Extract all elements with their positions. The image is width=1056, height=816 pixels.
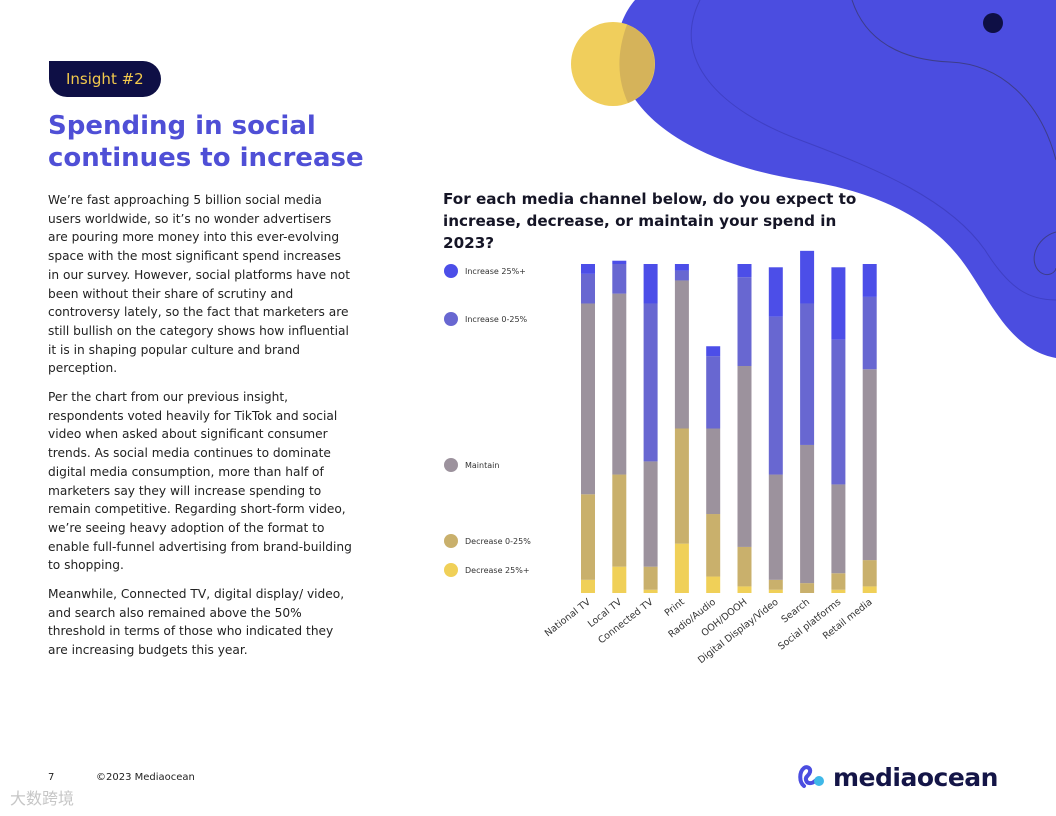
legend-item: Decrease 0-25% — [444, 534, 531, 548]
bar-segment — [768, 316, 783, 475]
bar-segment — [581, 273, 595, 304]
bar-segment — [831, 484, 846, 574]
bar-segment — [674, 543, 689, 593]
bar-segment — [737, 264, 752, 278]
bar-segment — [706, 576, 721, 593]
bar-segment — [862, 369, 877, 561]
copyright: ©2023 Mediaocean — [96, 772, 195, 783]
bar-segment — [800, 303, 815, 445]
legend-label: Decrease 0-25% — [465, 537, 531, 546]
legend-item: Increase 25%+ — [444, 264, 526, 278]
title-line: Spending in social — [48, 111, 316, 141]
bar-segment — [581, 303, 595, 495]
bar-segment — [612, 293, 627, 475]
bar-segment — [581, 264, 595, 274]
bar-segment — [768, 589, 783, 593]
bar-segment — [612, 566, 627, 593]
bar-segment — [737, 586, 752, 593]
legend-swatch — [444, 458, 458, 472]
bar-segment — [800, 444, 815, 584]
bar-segment — [768, 579, 783, 590]
outline-curve-shape-3 — [1033, 231, 1056, 275]
bar-segment — [643, 566, 658, 590]
bar-segment — [737, 546, 752, 587]
x-tick-label: National TV — [543, 596, 593, 639]
legend-swatch — [444, 563, 458, 577]
mediaocean-logo-icon — [798, 765, 824, 788]
bar-segment — [643, 589, 658, 593]
bar-segment — [612, 264, 627, 294]
bar-segment — [706, 346, 721, 357]
bar-segment — [831, 573, 846, 590]
blue-blob-shape — [617, 0, 1056, 358]
bar-segment — [862, 560, 877, 587]
stacked-bar-chart: Increase 25%+ Increase 0-25% Maintain Decre… — [444, 250, 877, 666]
title-line: continues to increase — [48, 143, 364, 173]
paragraph: Meanwhile, Connected TV, digital display… — [48, 587, 345, 658]
bar-segment — [643, 264, 658, 304]
chart-title: For each media channel below, do you exp… — [443, 190, 857, 252]
bar-segment — [862, 264, 877, 297]
legend-item: Maintain — [444, 458, 499, 472]
bar-segment — [674, 280, 689, 429]
mediaocean-logo: mediaocean — [798, 760, 998, 794]
bar-segment — [581, 494, 595, 580]
bar-segment — [800, 250, 815, 304]
bar-segment — [706, 356, 721, 429]
bar-segment — [800, 583, 815, 593]
legend-label: Maintain — [465, 461, 499, 470]
page-number: 7 — [48, 772, 55, 783]
paragraph: We’re fast approaching 5 billion social … — [48, 193, 350, 376]
x-tick-label: Connected TV — [596, 596, 656, 646]
outline-curve-shape — [851, 0, 1056, 161]
bar-segment — [643, 303, 658, 462]
bar-segment — [581, 579, 595, 593]
legend-label: Increase 0-25% — [465, 315, 528, 324]
outline-curve-shape-2 — [690, 0, 1056, 301]
bar-segment — [674, 264, 689, 271]
bar-segment — [862, 296, 877, 370]
bar-segment — [862, 586, 877, 593]
paragraph: Per the chart from our previous insight,… — [48, 390, 352, 573]
bar-segment — [612, 474, 627, 567]
bar-segment — [643, 461, 658, 567]
legend-swatch — [444, 312, 458, 326]
bar-segment — [737, 277, 752, 366]
bar-segment — [768, 474, 783, 580]
legend-swatch — [444, 534, 458, 548]
bar-segment — [737, 365, 752, 547]
legend-swatch — [444, 264, 458, 278]
bar-segment — [768, 267, 783, 317]
legend-item: Increase 0-25% — [444, 312, 528, 326]
bar-segment — [831, 589, 846, 593]
insight-badge: Insight #2 — [49, 61, 161, 97]
navy-dot-shape — [983, 13, 1003, 33]
logo-wordmark: mediaocean — [833, 762, 998, 792]
bar-segment — [706, 428, 721, 515]
body-text: We’re fast approaching 5 billion social … — [48, 191, 353, 670]
bar-segment — [674, 270, 689, 281]
legend-label: Decrease 25%+ — [465, 566, 530, 575]
bar-segment — [706, 514, 721, 577]
legend-item: Decrease 25%+ — [444, 563, 530, 577]
page-title: Spending in social continues to increase — [48, 110, 364, 174]
bar-segment — [831, 267, 846, 340]
bar-segment — [612, 260, 627, 264]
watermark: 大数跨境 — [10, 789, 75, 808]
bar-segment — [674, 428, 689, 544]
legend-label: Increase 25%+ — [465, 267, 526, 276]
bar-segment — [831, 339, 846, 485]
circle-overlap-shape — [619, 24, 655, 103]
x-tick-label: Print — [663, 597, 687, 619]
